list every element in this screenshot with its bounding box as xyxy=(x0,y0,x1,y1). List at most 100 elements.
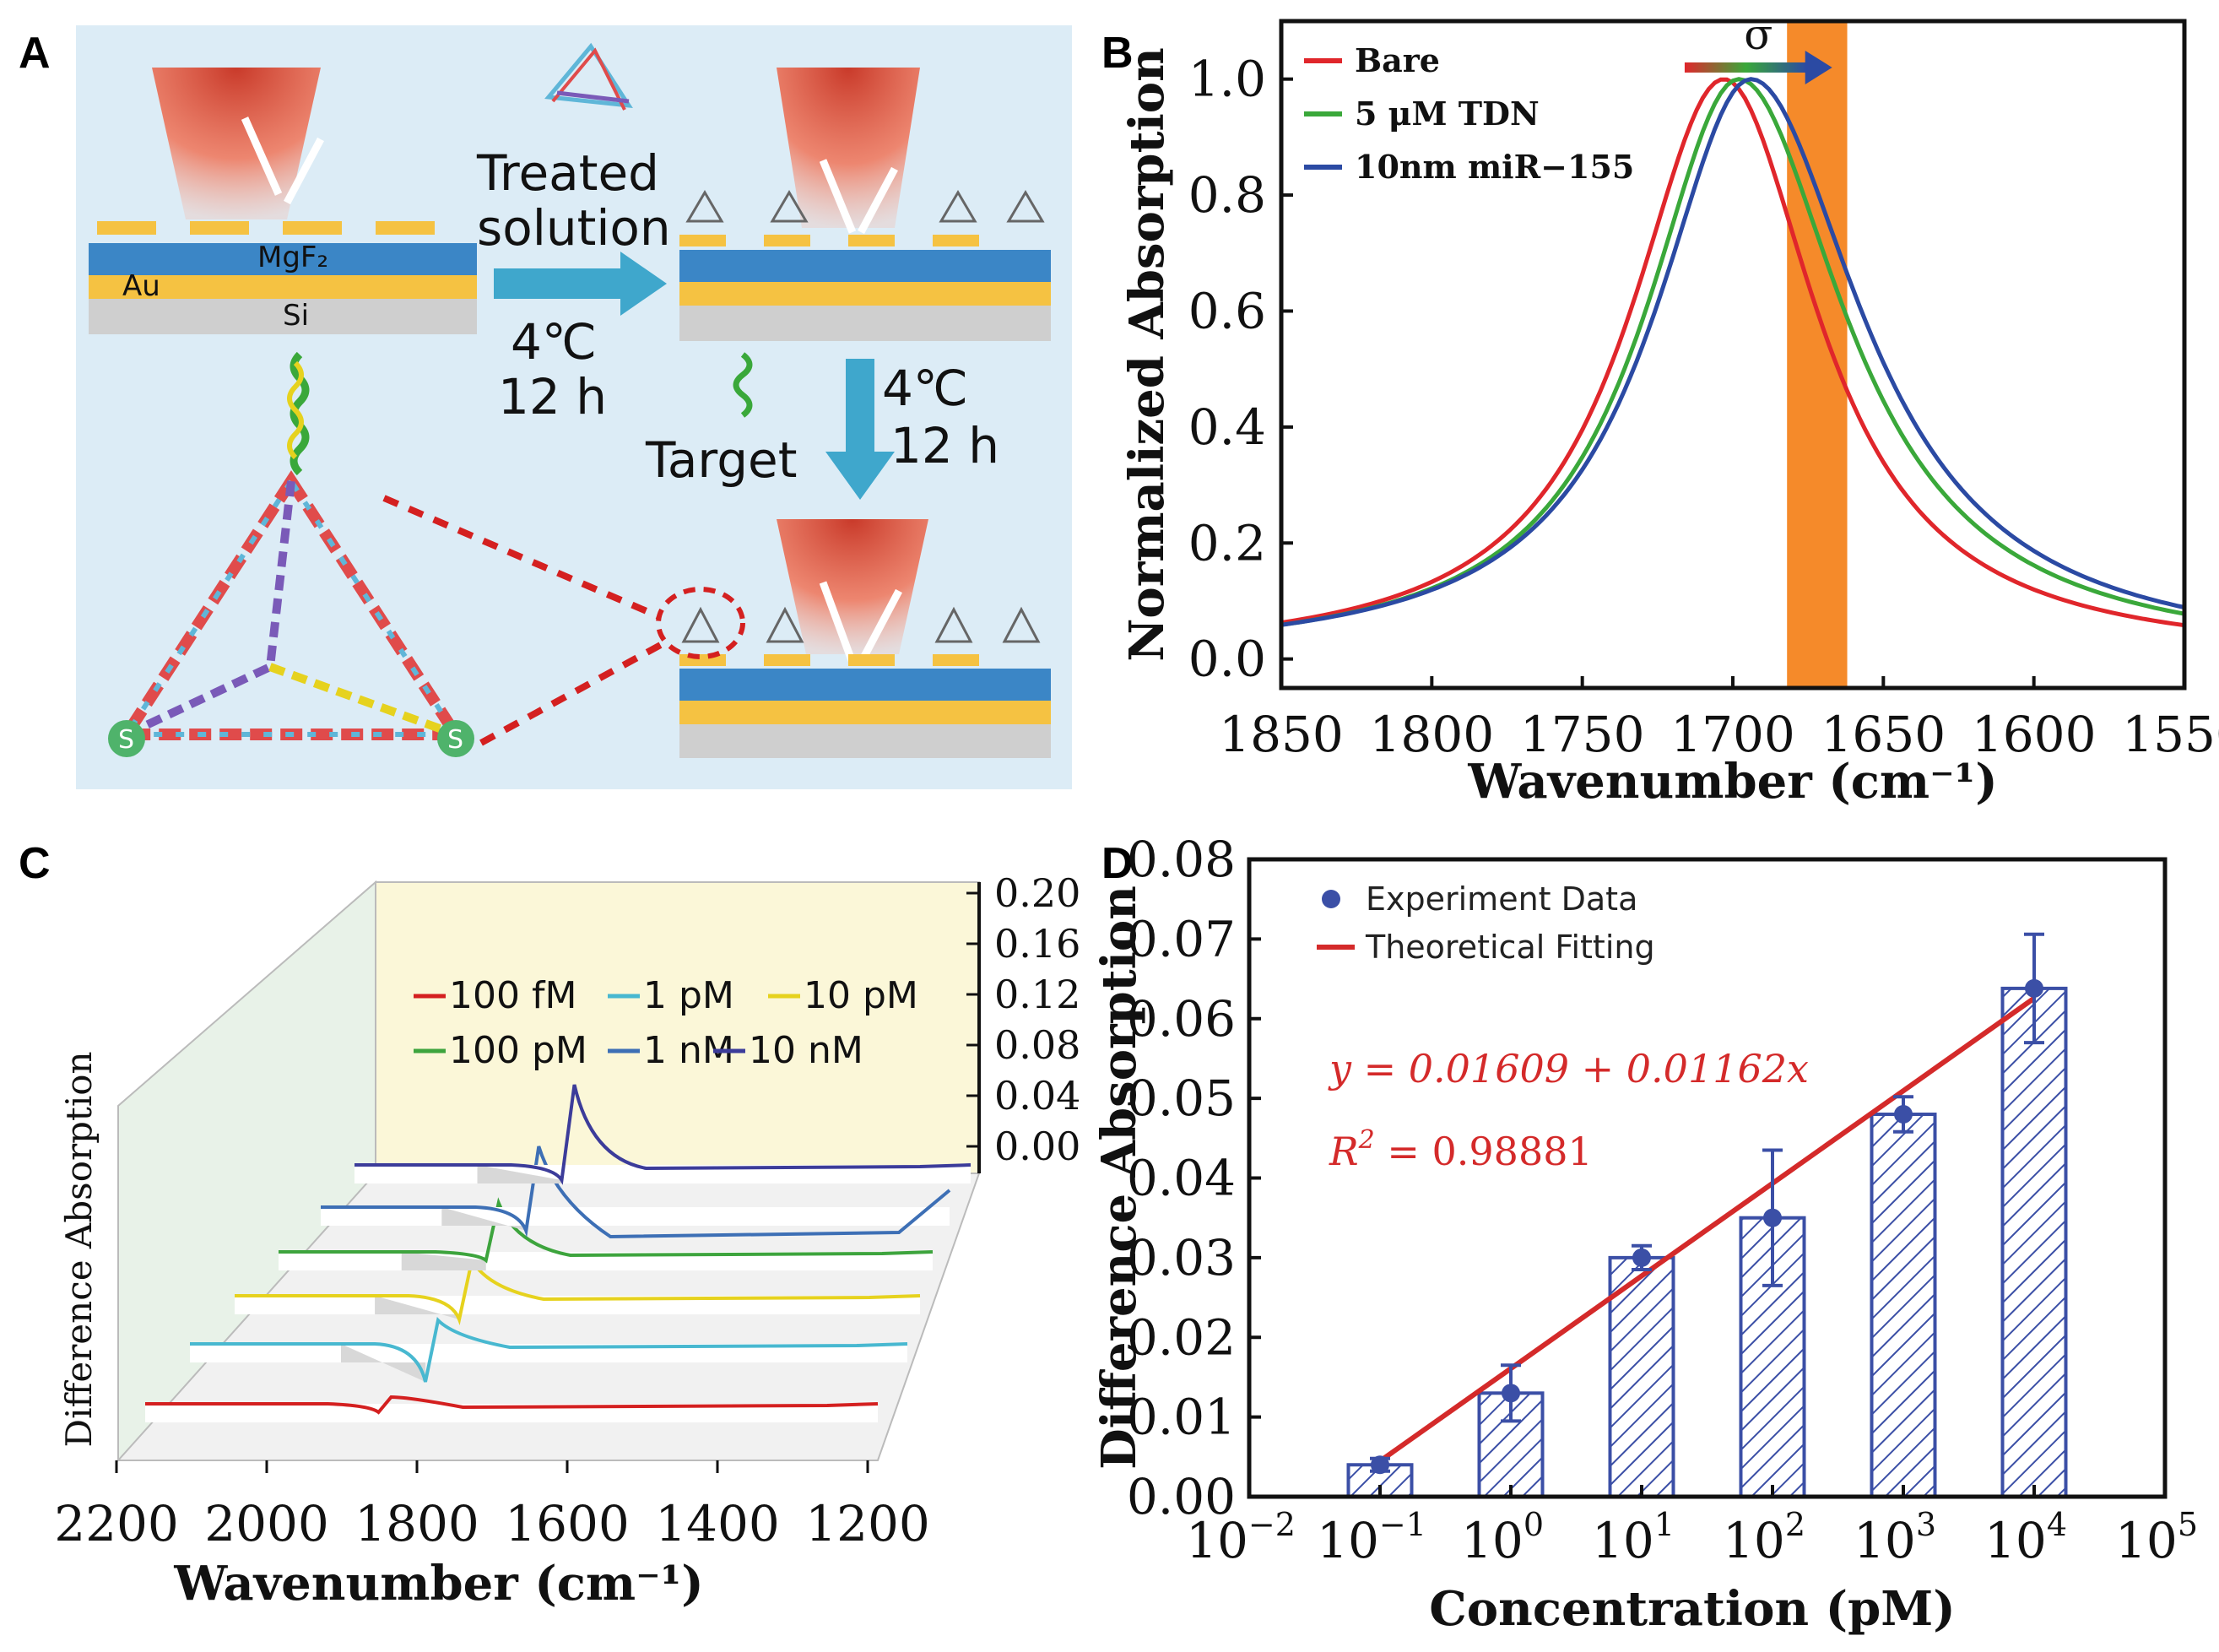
r2-value: = 0.98881 xyxy=(1375,1129,1593,1174)
incident-arrow-3 xyxy=(819,581,857,664)
au-layer xyxy=(679,282,1051,306)
c-legend-label: 100 fM xyxy=(449,974,576,1017)
time-1: 12 h xyxy=(498,368,607,425)
si-label: Si xyxy=(283,299,309,333)
legend-label-mir: 10nm miR−155 xyxy=(1355,148,1634,186)
d-point-2 xyxy=(1632,1248,1651,1267)
legend-label-tdn: 5 μM TDN xyxy=(1355,95,1540,133)
target-mirna-icon xyxy=(733,352,753,418)
b-y-tick-label: 0.6 xyxy=(1188,282,1266,339)
shift-arrow-shaft xyxy=(1684,62,1807,73)
c-trace-shadow xyxy=(441,1207,527,1231)
c-legend-label: 1 pM xyxy=(643,974,734,1017)
d-points xyxy=(1370,932,2044,1475)
si-layer xyxy=(679,724,1051,758)
thiol-left: S xyxy=(118,725,134,755)
fit-equation: y = 0.01609 + 0.01162x xyxy=(1328,1046,1809,1091)
au-label: Au xyxy=(122,269,160,303)
d-x-tick-label: 105 xyxy=(2115,1506,2198,1569)
d-x-tick-label: 10−2 xyxy=(1186,1506,1296,1569)
r2-symbol: R xyxy=(1329,1129,1359,1174)
gold-bar xyxy=(190,221,249,235)
c-x-tick-label: 1400 xyxy=(655,1495,780,1552)
c-trace-4 xyxy=(321,1146,951,1239)
gold-bar xyxy=(933,654,979,666)
tdn-probe xyxy=(939,190,977,223)
gold-bar xyxy=(848,654,895,666)
c-traces xyxy=(145,1084,971,1422)
tetrahedral-dna-nanostructure: S S xyxy=(108,351,474,757)
d-fit xyxy=(1378,996,2036,1464)
incident-arrow-1 xyxy=(241,116,283,196)
d-x-tick-label: 101 xyxy=(1592,1506,1675,1569)
b-y-axis-label: Normalized Absorption xyxy=(1119,47,1175,662)
b-legend: Bare 5 μM TDN 10nm miR−155 xyxy=(1304,41,1634,186)
b-x-tick-label: 1850 xyxy=(1219,706,1344,763)
d-bar-4 xyxy=(1870,1113,1937,1498)
b-y-tick-label: 0.0 xyxy=(1188,631,1266,688)
d-x-tick-label: 104 xyxy=(1984,1506,2067,1569)
d-x-tick-label: 100 xyxy=(1461,1506,1544,1569)
d-legend: Experiment Data Theoretical Fitting xyxy=(1317,880,1655,966)
c-z-tick-label: 0.08 xyxy=(994,1022,1080,1068)
mgf2-label: MgF₂ xyxy=(257,241,328,274)
b-curves xyxy=(1280,77,2185,628)
gold-bar xyxy=(764,235,810,246)
panel-c-label: C xyxy=(19,839,51,888)
zoom-line-top xyxy=(382,495,660,620)
b-y-ticks: 0.0 0.2 0.4 0.6 0.8 1.0 xyxy=(1188,51,1293,688)
light-beam-1 xyxy=(152,68,321,219)
c-legend-label: 10 nM xyxy=(749,1029,863,1072)
d-y-tick-label: 0.03 xyxy=(1127,1229,1236,1286)
b-y-tick-label: 0.8 xyxy=(1188,166,1266,224)
fit-r2: R2 = 0.98881 xyxy=(1329,1125,1593,1174)
thiol-right: S xyxy=(447,725,463,755)
d-point-1 xyxy=(1502,1384,1520,1403)
c-back-wall xyxy=(375,881,980,1174)
tdn-probe xyxy=(770,190,809,223)
substrate-initial: MgF₂ Au Si xyxy=(89,68,477,334)
c-z-tick-label: 0.12 xyxy=(994,972,1080,1017)
b-y-tick-label: 0.2 xyxy=(1188,514,1266,571)
temp-2: 4℃ xyxy=(882,360,968,417)
mgf2-layer xyxy=(89,243,477,275)
d-x-tick-label: 102 xyxy=(1723,1506,1805,1569)
c-x-tick-label: 2200 xyxy=(54,1495,179,1552)
d-fit-line xyxy=(1378,996,2036,1464)
au-layer xyxy=(89,275,477,299)
c-legend-label: 10 pM xyxy=(804,974,918,1017)
c-z-tick-label: 0.16 xyxy=(994,921,1080,967)
treated-solution-line1: Treated xyxy=(476,144,659,202)
d-point-5 xyxy=(2025,978,2043,998)
au-layer xyxy=(679,701,1051,724)
substrate-treated xyxy=(679,68,1051,341)
d-point-3 xyxy=(1763,1208,1782,1227)
tdn-probe xyxy=(934,606,973,643)
si-layer xyxy=(679,306,1051,341)
mgf2-layer xyxy=(679,669,1051,701)
highlight-band xyxy=(1787,21,1848,688)
legend-label-bare: Bare xyxy=(1355,41,1440,79)
tdn-probe xyxy=(1002,606,1041,643)
shift-arrow: σ xyxy=(1684,10,1832,84)
mgf2-layer xyxy=(679,250,1051,282)
d-y-tick-label: 0.00 xyxy=(1127,1468,1236,1525)
gold-bar xyxy=(97,221,156,235)
d-y-axis-label: Difference Absorption xyxy=(1091,886,1147,1470)
d-x-axis-label: Concentration (pM) xyxy=(1429,1581,1956,1637)
c-x-tick-label: 2000 xyxy=(204,1495,329,1552)
c-trace-3 xyxy=(279,1197,934,1264)
d-bar-5 xyxy=(2000,986,2068,1498)
panel-b-label: B xyxy=(1101,29,1134,78)
legend-label-points: Experiment Data xyxy=(1366,880,1637,918)
down-arrow xyxy=(825,359,895,500)
zoom-line-bottom xyxy=(479,638,668,746)
gold-bar xyxy=(764,654,810,666)
reflected-arrow-2 xyxy=(858,166,898,235)
c-x-tick-label: 1600 xyxy=(505,1495,630,1552)
b-y-tick-label: 0.4 xyxy=(1188,398,1266,456)
reflected-arrow-1 xyxy=(284,137,324,205)
